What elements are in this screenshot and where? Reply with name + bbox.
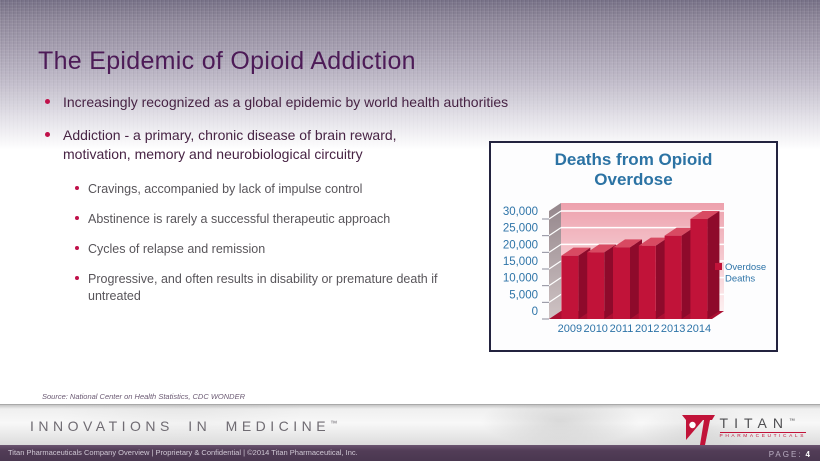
overdose-deaths-chart: Deaths from Opioid Overdose 0 5,000 10,000… [489,141,778,352]
svg-text:2013: 2013 [661,323,685,335]
logo-wordmark: TITAN™ [719,415,795,431]
trademark-symbol: ™ [330,420,338,428]
page-number: 4 [805,450,810,459]
svg-text:2014: 2014 [687,323,711,335]
bullet-dot-icon [45,93,63,112]
bullet-text: Increasingly recognized as a global epid… [63,94,509,110]
page-indicator: PAGE: 4 [769,445,810,461]
footer-photo-collage [640,405,760,445]
page-label: PAGE: [768,450,803,459]
svg-text:2009: 2009 [558,323,582,335]
svg-text:25,000: 25,000 [503,223,538,235]
trademark-symbol: ™ [788,418,795,425]
source-note: Source: National Center on Health Statis… [42,392,245,401]
sub-bullet-item: Cycles of relapse and remission [75,241,525,257]
bullet-text: Addiction - a primary, chronic disease o… [63,126,397,162]
sub-bullet-item: Cravings, accompanied by lack of impulse… [75,181,525,197]
svg-text:15,000: 15,000 [503,256,538,268]
logo-subtext: PHARMACEUTICALS [719,432,806,439]
bullet-item: Increasingly recognized as a global epid… [45,93,525,112]
sub-bullet-item: Progressive, and often results in disabi… [75,271,525,304]
sub-bullet-list: Cravings, accompanied by lack of impulse… [75,181,525,304]
bullet-item: Addiction - a primary, chronic disease o… [45,126,525,164]
footer-brand-band: INNOVATIONS IN MEDICINE™ TITAN™ PHARMACE… [0,404,820,445]
footer-photo-collage [60,405,300,445]
sub-bullet-item: Abstinence is rarely a successful therap… [75,211,525,227]
bullet-dot-icon [75,181,88,197]
sub-bullet-text: Progressive, and often results in disabi… [88,272,438,303]
footer-bar: Titan Pharmaceuticals Company Overview |… [0,445,820,461]
bullet-dot-icon [75,211,88,227]
bullet-dot-icon [75,241,88,257]
header-gradient-background [0,0,820,150]
innovations-tagline: INNOVATIONS IN MEDICINE™ [30,418,338,434]
sub-bullet-text: Cycles of relapse and remission [88,242,266,257]
svg-text:2012: 2012 [635,323,659,335]
svg-text:30,000: 30,000 [503,206,538,218]
sub-bullet-text: Cravings, accompanied by lack of impulse… [88,181,363,196]
footer-photo-collage [480,405,640,445]
svg-text:10,000: 10,000 [503,273,538,285]
titan-logo-mark-icon [681,415,715,445]
bullet-dot-icon [75,271,88,304]
sub-bullet-text: Abstinence is rarely a successful therap… [88,211,391,226]
confidentiality-text: Titan Pharmaceuticals Company Overview |… [8,448,358,457]
bullet-dot-icon [45,126,63,164]
chart-title: Deaths from Opioid Overdose [554,150,713,189]
svg-text:0: 0 [532,306,538,318]
svg-text:5,000: 5,000 [509,289,538,301]
svg-text:Overdose: Overdose [725,262,766,273]
logo-text-column: TITAN™ PHARMACEUTICALS [719,415,806,439]
titan-pharmaceuticals-logo: TITAN™ PHARMACEUTICALS [680,409,806,445]
bullet-list: Increasingly recognized as a global epid… [45,93,525,318]
svg-text:2011: 2011 [610,323,634,335]
svg-text:20,000: 20,000 [503,239,538,251]
slide-title: The Epidemic of Opioid Addiction [38,46,416,75]
chart-plot-area: 0 5,000 10,000 15,000 20,000 25,000 30,000 2009… [503,203,766,335]
svg-text:Deaths: Deaths [725,274,755,285]
svg-text:2010: 2010 [583,323,607,335]
header-plaid-texture [0,0,820,150]
